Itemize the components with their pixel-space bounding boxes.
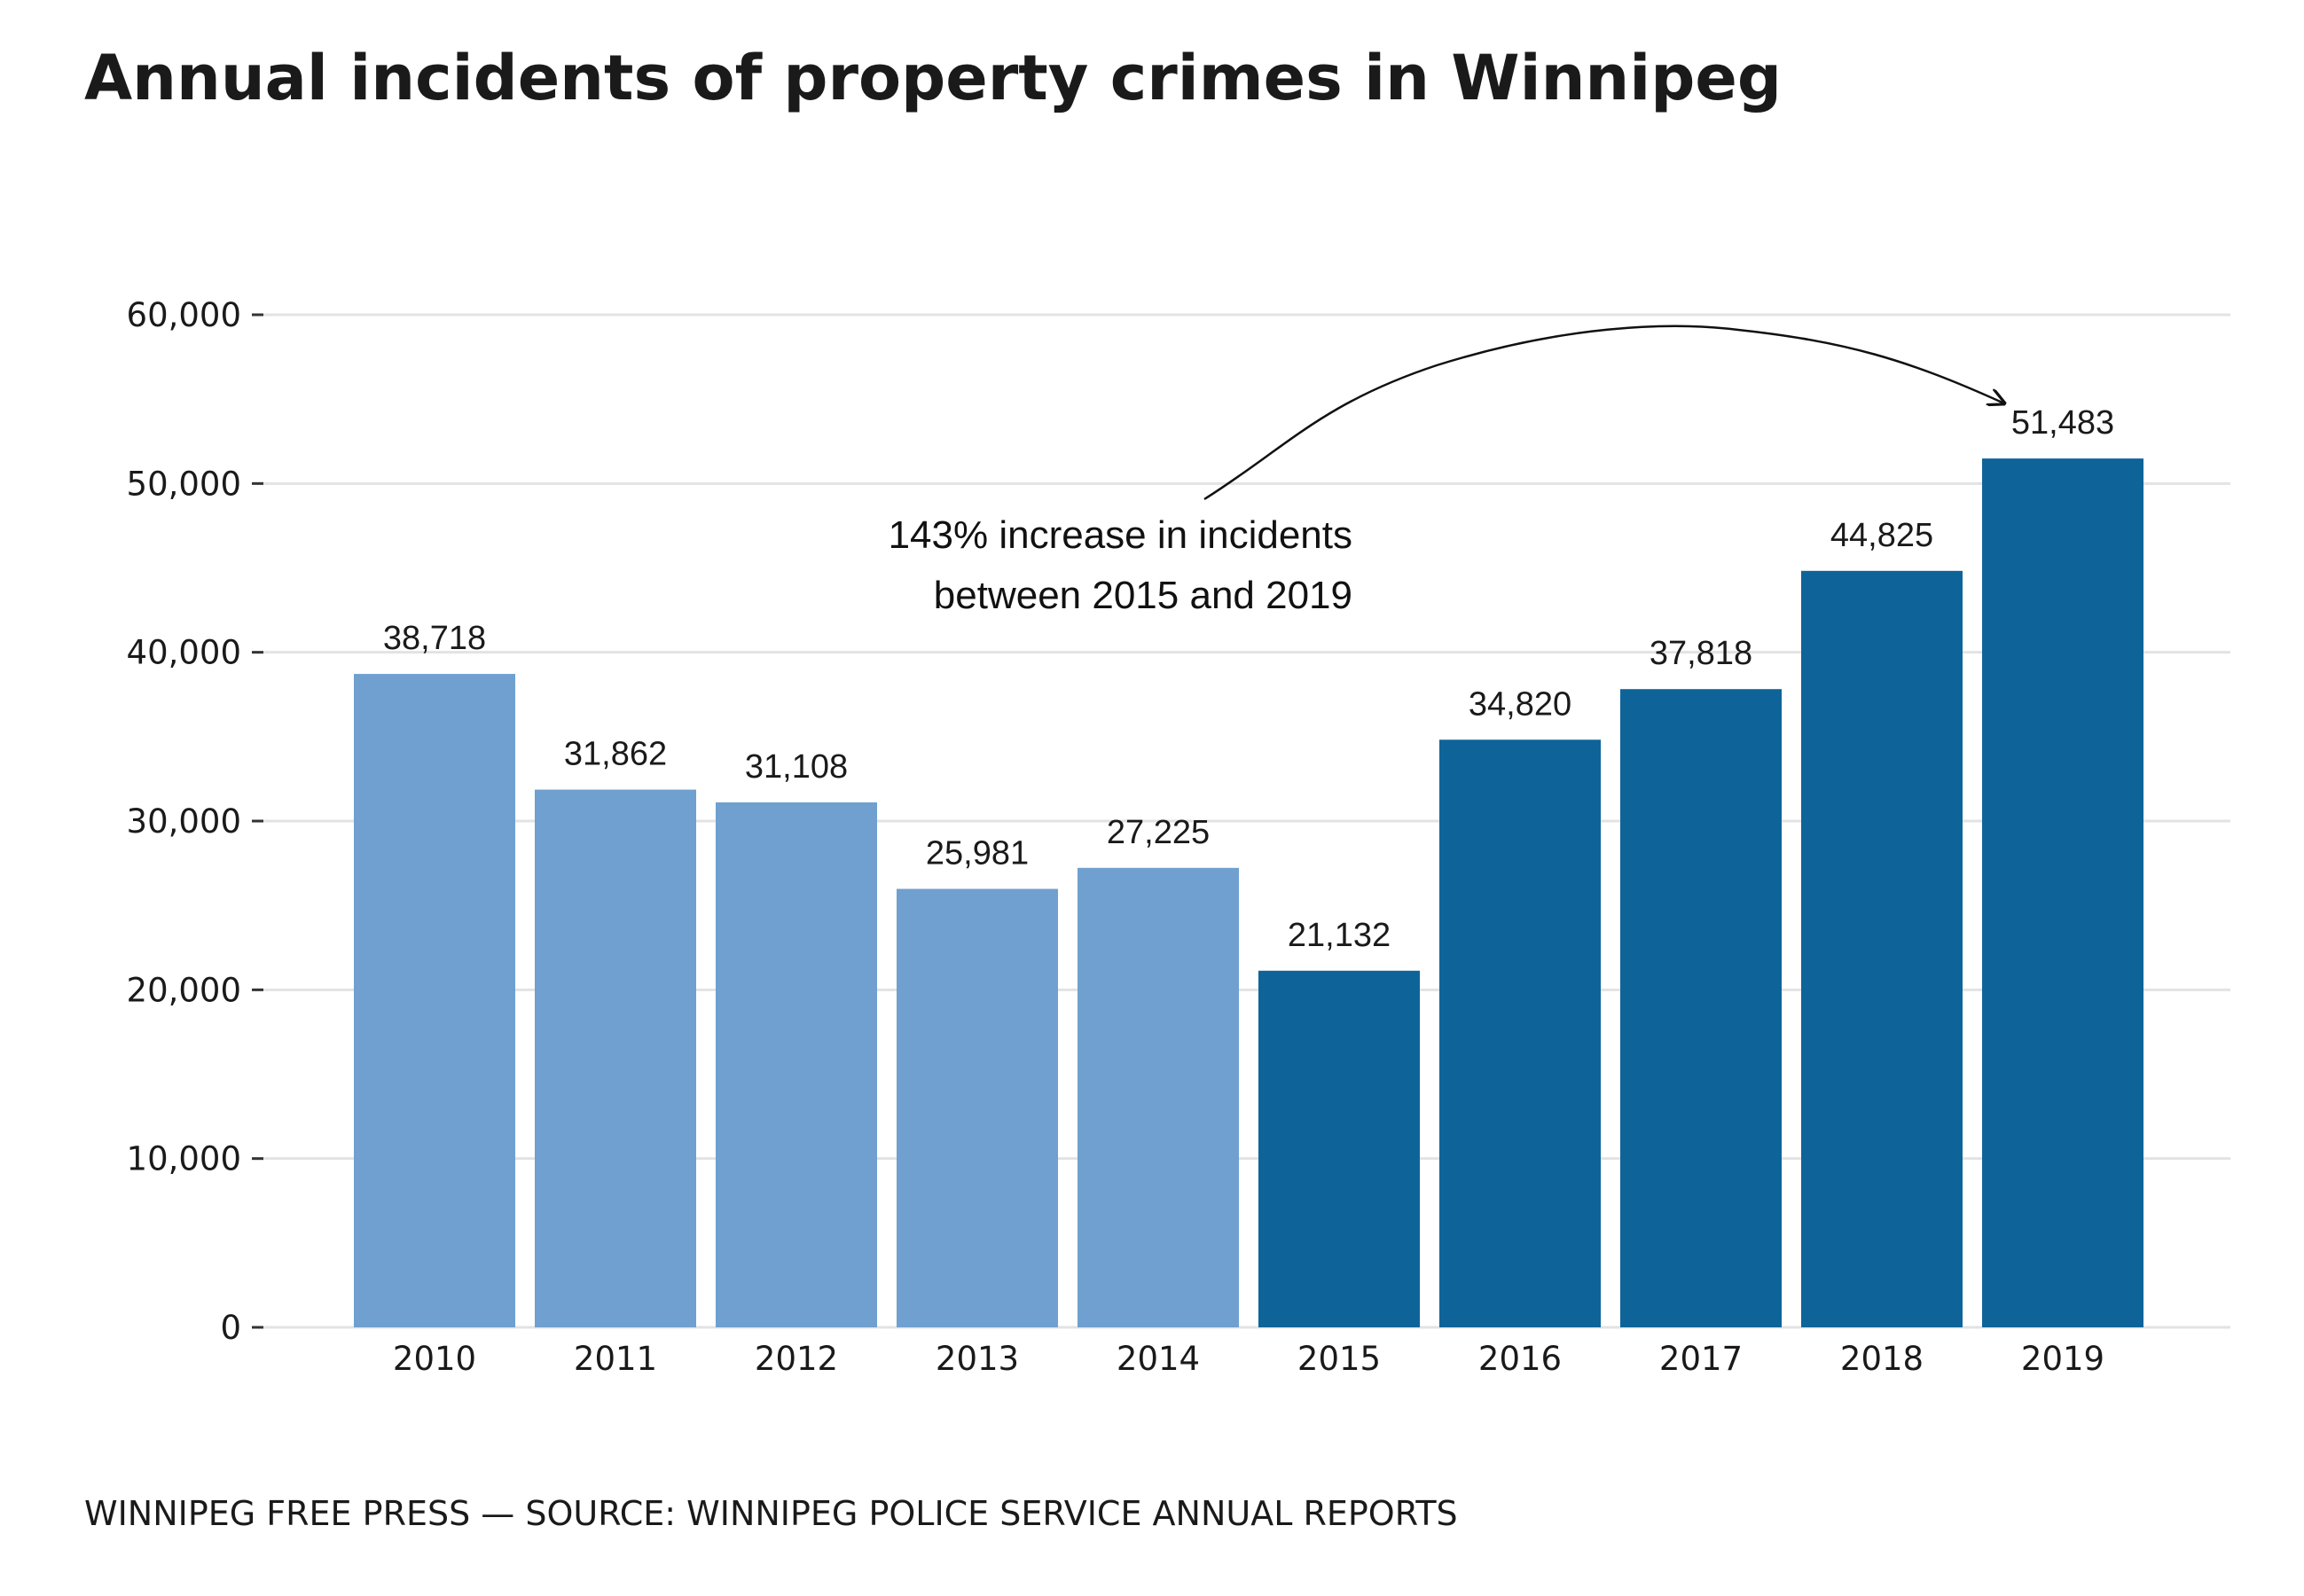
data-label: 51,483 — [2011, 404, 2114, 442]
chart-title: Annual incidents of property crimes in W… — [84, 42, 1782, 114]
bar-2018 — [1801, 570, 1963, 1327]
source-note: WINNIPEG FREE PRESS — SOURCE: WINNIPEG P… — [84, 1494, 1458, 1533]
data-label: 21,132 — [1288, 917, 1391, 954]
y-tick-label: 60,000 — [127, 296, 241, 334]
x-tick-label: 2013 — [936, 1340, 1019, 1378]
x-tick-label: 2016 — [1478, 1340, 1562, 1378]
x-tick-label: 2014 — [1117, 1340, 1200, 1378]
x-tick-label: 2019 — [2021, 1340, 2104, 1378]
data-label: 44,825 — [1830, 517, 1933, 554]
y-tick-label: 0 — [220, 1309, 241, 1347]
y-tick-label: 30,000 — [127, 802, 241, 841]
y-axis: 0 10,000 20,000 30,000 40,000 50,000 60,000 — [127, 296, 263, 1347]
data-label: 34,820 — [1469, 685, 1571, 723]
y-tick-label: 50,000 — [127, 465, 241, 503]
x-tick-label: 2015 — [1297, 1340, 1381, 1378]
bar-2012 — [716, 802, 877, 1327]
x-tick-label: 2012 — [755, 1340, 838, 1378]
x-tick-label: 2017 — [1659, 1340, 1743, 1378]
y-tick-label: 10,000 — [127, 1140, 241, 1178]
data-label: 25,981 — [926, 834, 1029, 872]
x-tick-label: 2011 — [574, 1340, 657, 1378]
bar-2014 — [1078, 867, 1239, 1327]
bar-2016 — [1439, 739, 1601, 1327]
x-tick-label: 2010 — [393, 1340, 476, 1378]
data-label: 37,818 — [1650, 635, 1752, 672]
data-labels: 38,718 31,862 31,108 25,981 27,225 21,132 34,8… — [383, 404, 2114, 954]
x-axis: 2010 2011 2012 2013 2014 2015 2016 2017 2018 2019 — [393, 1340, 2104, 1378]
y-tick-label: 20,000 — [127, 971, 241, 1009]
data-label: 38,718 — [383, 620, 486, 657]
data-label: 31,862 — [564, 736, 667, 773]
bars — [354, 458, 2143, 1327]
annotation: 143% increase in incidents between 2015 … — [889, 325, 2004, 617]
y-tick-label: 40,000 — [127, 634, 241, 672]
bar-2010 — [354, 674, 515, 1327]
bar-2011 — [535, 789, 696, 1327]
bar-2015 — [1258, 970, 1420, 1327]
annotation-line-2: between 2015 and 2019 — [934, 574, 1352, 617]
annotation-arrow — [1203, 325, 2004, 501]
annotation-line-1: 143% increase in incidents — [889, 513, 1352, 557]
bar-2019 — [1982, 458, 2143, 1327]
bar-2013 — [897, 888, 1058, 1327]
data-label: 27,225 — [1107, 814, 1210, 851]
data-label: 31,108 — [745, 748, 848, 786]
x-tick-label: 2018 — [1840, 1340, 1924, 1378]
bar-2017 — [1620, 689, 1782, 1327]
